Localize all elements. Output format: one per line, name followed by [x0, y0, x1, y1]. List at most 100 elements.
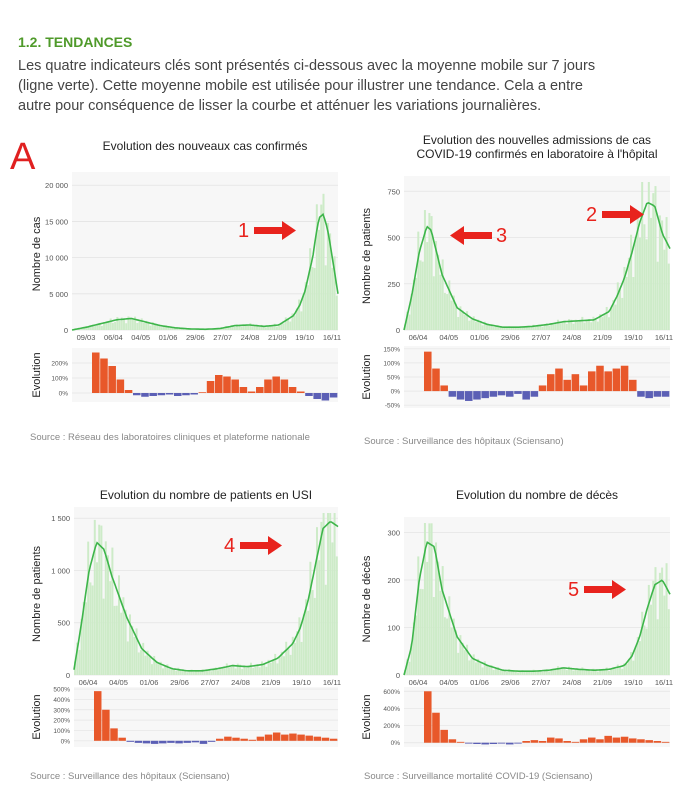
- daily-bar: [280, 322, 283, 330]
- evolution-bar: [142, 740, 151, 744]
- daily-bar: [296, 631, 299, 675]
- evolution-bar: [149, 393, 157, 396]
- daily-bar: [459, 306, 462, 330]
- evolution-bar: [629, 379, 637, 392]
- daily-bar: [643, 224, 646, 330]
- evolution-bar: [207, 740, 216, 742]
- daily-bar: [111, 547, 114, 675]
- daily-bar: [457, 652, 460, 675]
- daily-bar: [415, 277, 418, 330]
- daily-bar: [663, 249, 666, 330]
- daily-bar: [539, 324, 542, 330]
- daily-bar: [241, 668, 244, 675]
- daily-bar: [124, 609, 127, 675]
- daily-bar: [576, 322, 579, 330]
- daily-bar: [581, 667, 584, 675]
- daily-bar: [126, 641, 129, 675]
- evolution-bar: [456, 391, 465, 400]
- daily-bar: [136, 322, 139, 330]
- daily-bar: [181, 670, 184, 675]
- daily-bar: [568, 319, 571, 330]
- daily-bar: [160, 327, 163, 330]
- daily-bar: [568, 666, 571, 675]
- evolution-bar: [596, 365, 604, 392]
- daily-bar: [621, 297, 624, 330]
- evolution-bar: [329, 393, 338, 398]
- daily-bar: [179, 669, 182, 675]
- evolution-bar: [108, 366, 116, 393]
- x-tick-label: 19/10: [624, 678, 643, 687]
- evolution-bar: [305, 735, 313, 741]
- evolution-bar: [473, 391, 481, 400]
- daily-bar: [120, 612, 123, 675]
- evolution-bar: [157, 393, 166, 396]
- daily-bar: [661, 220, 664, 330]
- daily-bar: [320, 521, 323, 675]
- daily-bar: [645, 628, 648, 675]
- daily-bar: [541, 326, 544, 330]
- evolution-bar: [247, 391, 256, 393]
- daily-bar: [313, 597, 316, 675]
- daily-bar: [315, 204, 318, 330]
- evolution-bar: [256, 387, 264, 393]
- y-axis-label: Nombre de cas: [31, 216, 43, 291]
- daily-bar: [76, 642, 79, 675]
- daily-bar: [596, 671, 599, 675]
- evolution-bar: [224, 736, 232, 741]
- evolution-bar: [100, 358, 108, 393]
- daily-bar: [219, 667, 222, 675]
- daily-bar: [510, 670, 513, 675]
- daily-bar: [406, 311, 409, 330]
- daily-bar: [627, 658, 630, 675]
- daily-bar: [100, 325, 103, 330]
- daily-bar: [512, 671, 515, 675]
- daily-bar: [621, 668, 624, 675]
- daily-bar: [127, 316, 130, 330]
- daily-bar: [192, 671, 195, 675]
- daily-bar: [125, 323, 128, 330]
- daily-bar: [541, 672, 544, 675]
- daily-bar: [468, 320, 471, 330]
- daily-bar: [579, 321, 582, 330]
- evolution-bar: [612, 737, 621, 743]
- daily-bar: [140, 650, 142, 675]
- evolution-tick-label: 300%: [53, 707, 70, 714]
- daily-bar: [258, 667, 261, 675]
- daily-bar: [645, 239, 648, 330]
- evolution-bar: [555, 738, 563, 743]
- daily-bar: [634, 646, 637, 675]
- daily-bar: [508, 326, 511, 330]
- daily-bar: [285, 641, 288, 675]
- annotation-arrow-secondary-shaft: [464, 232, 492, 239]
- annotation-arrow-shaft: [240, 542, 268, 549]
- evolution-bar: [167, 740, 175, 743]
- daily-bar: [550, 323, 553, 330]
- daily-bar: [197, 671, 200, 675]
- daily-bar: [244, 325, 247, 330]
- y-tick-label: 750: [387, 187, 400, 196]
- daily-bar: [492, 669, 495, 675]
- daily-bar: [448, 596, 451, 675]
- evolution-bar: [150, 740, 159, 744]
- daily-bar: [530, 672, 533, 675]
- daily-bar: [534, 326, 537, 330]
- evolution-bar: [424, 351, 432, 392]
- daily-bar: [570, 319, 573, 330]
- chart-title: Evolution du nombre de patients en USI: [100, 488, 312, 502]
- daily-bar: [415, 615, 418, 675]
- daily-bar: [437, 561, 440, 675]
- evolution-bar: [653, 741, 662, 743]
- daily-bar: [556, 319, 559, 330]
- daily-bar: [113, 605, 116, 675]
- daily-bar: [208, 669, 211, 675]
- daily-bar: [275, 326, 278, 330]
- daily-bar: [512, 327, 515, 330]
- daily-bar: [419, 588, 422, 675]
- daily-bar: [474, 662, 477, 675]
- daily-bar: [499, 327, 502, 330]
- daily-bar: [138, 321, 141, 330]
- daily-bar: [665, 563, 668, 675]
- daily-bar: [278, 657, 281, 675]
- daily-bar: [514, 670, 517, 675]
- daily-bar: [129, 317, 132, 330]
